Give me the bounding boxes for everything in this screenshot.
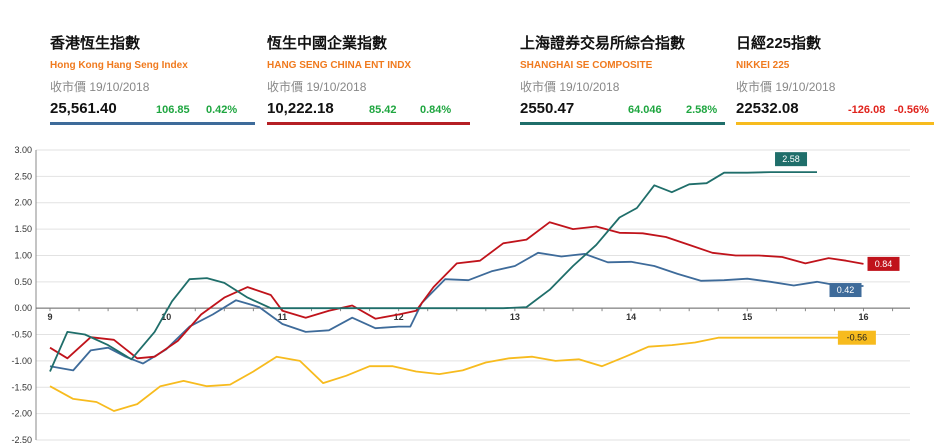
index-change-pct: 0.84% [420,104,452,116]
y-tick-label: 0.00 [14,303,32,313]
index-date: 收市價 19/10/2018 [50,80,150,94]
x-tick-label: 16 [859,312,869,322]
chart-svg: 3.00 2.50 2.00 1.50 1.00 0.50 0.00 -0.50 -1.00 -1… [11,145,910,445]
index-date: 收市價 19/10/2018 [736,80,836,94]
series-line-2 [49,221,864,360]
end-value-box [867,256,900,271]
index-change: 106.85 [156,104,190,116]
y-tick-label: 2.00 [14,198,32,208]
y-tick-label: -0.50 [11,330,32,340]
index-change: -126.08 [848,104,886,116]
end-value-label: 2.58 [782,154,800,164]
x-tick-label: 9 [47,312,52,322]
index-change-pct: 0.42% [206,104,238,116]
x-tick-label: 12 [394,312,404,322]
index-subtitle: NIKKEI 225 [736,60,790,71]
y-tick-label: -1.00 [11,356,32,366]
x-tick-label: 13 [510,312,520,322]
index-title: 日經225指數 [736,35,822,52]
index-date: 收市價 19/10/2018 [520,80,620,94]
end-value-box [775,152,808,167]
x-tick-label: 11 [278,312,288,322]
index-title: 香港恆生指數 [50,35,141,52]
index-value: 2550.47 [520,100,575,117]
index-cards: 香港恆生指數 Hong Kong Hang Seng Index 收市價 19/… [0,0,938,130]
index-change-pct: 2.58% [686,104,718,116]
x-tick-label: 14 [626,312,636,322]
y-tick-label: 3.00 [14,145,32,155]
y-tick-label: 1.50 [14,224,32,234]
y-tick-label: -2.50 [11,435,32,445]
intraday-chart: 3.00 2.50 2.00 1.50 1.00 0.50 0.00 -0.50 -1.00 -1… [0,140,938,445]
end-value-box [837,330,876,345]
index-title: 上海證券交易所綜合指數 [520,35,686,52]
index-color-bar [520,122,725,125]
series-line-4 [49,336,852,412]
index-card-nikkei[interactable]: 日經225指數 NIKKEI 225 收市價 19/10/2018 22532.… [736,30,934,126]
y-tick-label: -2.00 [11,409,32,419]
y-tick-label: 1.00 [14,250,32,260]
index-title: 恆生中國企業指數 [267,35,388,52]
index-change-pct: -0.56% [894,104,929,116]
index-card-shanghai[interactable]: 上海證券交易所綜合指數 SHANGHAI SE COMPOSITE 收市價 19… [520,30,725,126]
end-value-label: -0.56 [847,333,868,343]
y-tick-label: 2.50 [14,171,32,181]
index-color-bar [267,122,470,125]
x-tick-label: 10 [161,312,171,322]
index-value: 10,222.18 [267,100,334,117]
index-card-hsi[interactable]: 香港恆生指數 Hong Kong Hang Seng Index 收市價 19/… [50,30,255,126]
y-tick-label: -1.50 [11,382,32,392]
index-subtitle: SHANGHAI SE COMPOSITE [520,60,653,71]
index-date: 收市價 19/10/2018 [267,80,367,94]
index-change: 85.42 [369,104,397,116]
index-subtitle: HANG SENG CHINA ENT INDX [267,60,412,71]
index-card-hscei[interactable]: 恆生中國企業指數 HANG SENG CHINA ENT INDX 收市價 19… [267,30,470,126]
index-value: 25,561.40 [50,100,117,117]
index-color-bar [736,122,934,125]
end-value-label: 0.84 [875,259,893,269]
y-tick-label: 0.50 [14,277,32,287]
index-color-bar [50,122,255,125]
index-subtitle: Hong Kong Hang Seng Index [50,60,188,71]
series-line-3 [49,171,817,372]
end-value-box [829,283,862,298]
index-change: 64.046 [628,104,662,116]
x-tick-label: 15 [742,312,752,322]
end-value-label: 0.42 [837,285,855,295]
index-value: 22532.08 [736,100,799,117]
